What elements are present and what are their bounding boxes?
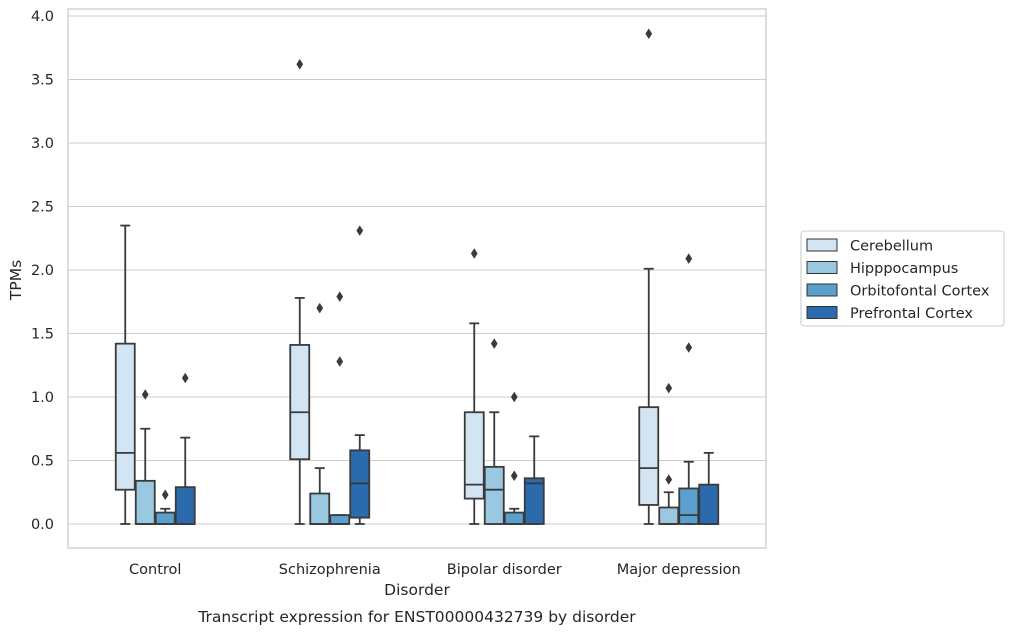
y-tick-label: 0.0 — [31, 517, 54, 533]
box-orbitofontal-cortex — [154, 489, 176, 525]
outlier-point — [296, 59, 304, 70]
box-orbitofontal-cortex — [678, 253, 700, 525]
outlier-point — [490, 338, 498, 349]
y-tick-label: 2.5 — [31, 200, 54, 216]
outlier-point — [665, 382, 673, 394]
box-hipppocampus — [483, 338, 505, 525]
x-tick-label: Major depression — [617, 562, 741, 578]
box-prefrontal-cortex — [349, 225, 371, 525]
box-orbitofontal-cortex — [503, 391, 525, 525]
outlier-point — [181, 372, 189, 384]
y-tick-label: 4.0 — [31, 9, 54, 25]
box-iqr — [678, 487, 700, 525]
chart-caption: Transcript expression for ENST0000043273… — [197, 608, 636, 626]
box-hipppocampus — [134, 389, 156, 525]
box-orbitofontal-cortex — [329, 291, 351, 525]
legend-swatch — [806, 261, 838, 274]
legend-swatch — [806, 283, 838, 297]
outlier-point — [665, 474, 673, 485]
legend-frame — [800, 230, 1005, 327]
box-iqr — [463, 411, 485, 500]
y-tick-label: 1.0 — [31, 390, 54, 406]
legend-label: Cerebellum — [850, 239, 933, 255]
outlier-point — [685, 342, 693, 353]
outlier-point — [161, 489, 169, 501]
plot-frame — [67, 8, 767, 549]
box-iqr — [289, 344, 311, 461]
outlier-point — [470, 248, 478, 259]
box-prefrontal-cortex — [698, 451, 720, 525]
outlier-point — [510, 470, 518, 481]
box-cerebellum — [114, 224, 136, 525]
legend-swatch — [806, 306, 838, 319]
box-iqr — [638, 406, 660, 506]
box-prefrontal-cortex — [174, 372, 196, 525]
outlier-point — [685, 253, 693, 264]
box-iqr — [503, 511, 525, 525]
x-tick-label: Bipolar disorder — [447, 562, 562, 578]
legend-swatch — [806, 238, 838, 252]
outlier-point — [336, 291, 344, 302]
box-iqr — [154, 511, 176, 525]
grid-lines — [68, 15, 766, 525]
box-iqr — [483, 465, 505, 525]
x-tick-labels: Control Schizophrenia Bipolar disorder Majo… — [129, 562, 741, 578]
box-iqr — [658, 506, 680, 525]
box-hipppocampus — [309, 302, 331, 525]
box-iqr — [329, 514, 351, 525]
box-iqr — [134, 479, 156, 525]
y-tick-label: 3.0 — [31, 136, 54, 152]
plot-border — [67, 8, 767, 549]
legend-label: Orbitofontal Cortex — [850, 284, 990, 300]
y-axis-label: TPMs — [7, 260, 25, 301]
box-iqr — [309, 492, 331, 525]
legend-label: Prefrontal Cortex — [850, 306, 973, 322]
x-tick-label: Control — [129, 562, 181, 578]
legend: Cerebellum Hipppocampus Orbitofontal Corte… — [800, 230, 1005, 327]
outlier-point — [316, 302, 324, 314]
y-tick-label: 1.5 — [31, 327, 54, 343]
box-iqr — [523, 477, 545, 525]
box-hipppocampus — [658, 382, 680, 525]
outlier-point — [141, 389, 149, 400]
x-tick-label: Schizophrenia — [279, 562, 381, 578]
box-cerebellum — [463, 248, 485, 525]
box-prefrontal-cortex — [523, 435, 545, 525]
box-iqr — [698, 483, 720, 525]
outlier-point — [645, 28, 653, 40]
box-iqr — [174, 486, 196, 525]
box-iqr — [114, 342, 136, 491]
x-axis-label: Disorder — [384, 581, 450, 599]
legend-label: Hipppocampus — [850, 261, 958, 277]
box-plots — [114, 28, 720, 525]
box-cerebellum — [289, 59, 311, 525]
outlier-point — [510, 391, 518, 403]
y-tick-labels: 0.0 0.5 1.0 1.5 2.0 2.5 3.0 3.5 4.0 — [31, 9, 54, 533]
outlier-point — [356, 225, 364, 236]
box-cerebellum — [638, 28, 660, 525]
y-tick-label: 0.5 — [31, 454, 54, 470]
y-tick-label: 2.0 — [31, 263, 54, 279]
y-tick-label: 3.5 — [31, 73, 54, 89]
outlier-point — [336, 356, 344, 367]
